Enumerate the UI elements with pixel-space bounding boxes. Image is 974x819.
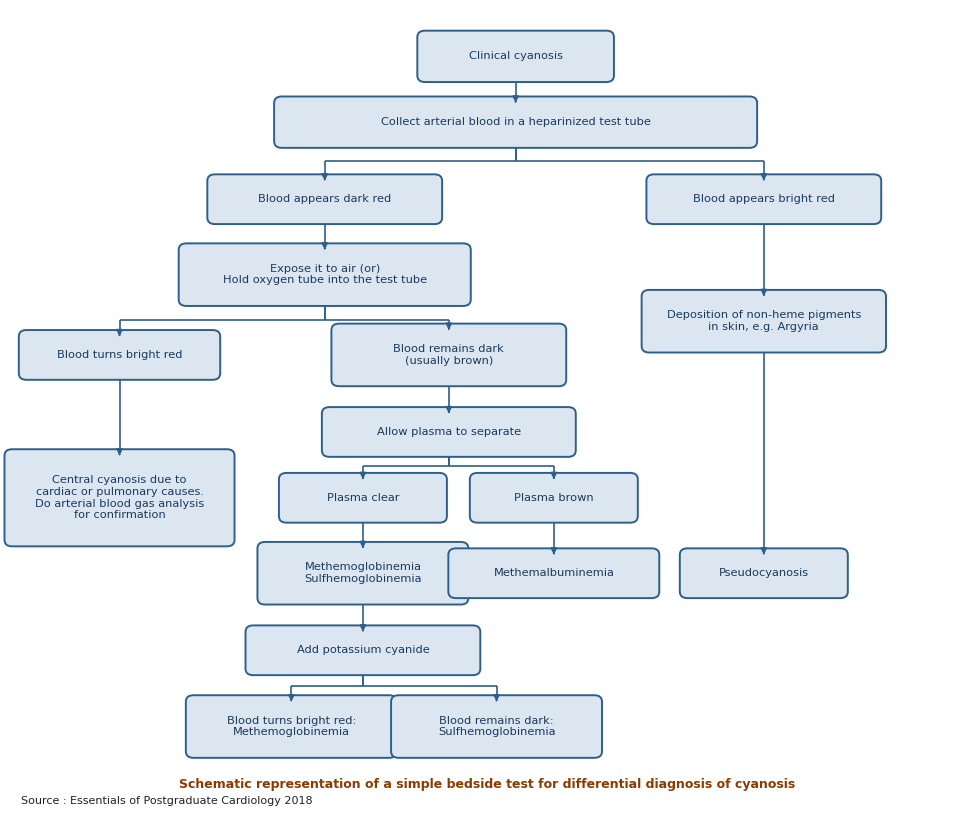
FancyBboxPatch shape xyxy=(5,450,235,546)
FancyBboxPatch shape xyxy=(321,407,576,457)
Text: Blood appears bright red: Blood appears bright red xyxy=(693,194,835,204)
FancyBboxPatch shape xyxy=(647,174,881,224)
FancyBboxPatch shape xyxy=(245,626,480,675)
FancyBboxPatch shape xyxy=(207,174,442,224)
FancyBboxPatch shape xyxy=(417,30,614,82)
Text: Blood appears dark red: Blood appears dark red xyxy=(258,194,392,204)
Text: Allow plasma to separate: Allow plasma to separate xyxy=(377,427,521,437)
Text: Methemoglobinemia
Sulfhemoglobinemia: Methemoglobinemia Sulfhemoglobinemia xyxy=(304,563,422,584)
FancyBboxPatch shape xyxy=(642,290,886,352)
FancyBboxPatch shape xyxy=(257,542,468,604)
Text: Collect arterial blood in a heparinized test tube: Collect arterial blood in a heparinized … xyxy=(381,117,651,127)
Text: Plasma brown: Plasma brown xyxy=(514,493,593,503)
Text: Blood turns bright red:
Methemoglobinemia: Blood turns bright red: Methemoglobinemi… xyxy=(227,716,356,737)
Text: Expose it to air (or)
Hold oxygen tube into the test tube: Expose it to air (or) Hold oxygen tube i… xyxy=(223,264,427,286)
Text: Source : Essentials of Postgraduate Cardiology 2018: Source : Essentials of Postgraduate Card… xyxy=(21,796,313,806)
FancyBboxPatch shape xyxy=(448,549,659,598)
FancyBboxPatch shape xyxy=(331,324,566,387)
FancyBboxPatch shape xyxy=(279,473,447,523)
FancyBboxPatch shape xyxy=(274,97,757,148)
Text: Central cyanosis due to
cardiac or pulmonary causes.
Do arterial blood gas analy: Central cyanosis due to cardiac or pulmo… xyxy=(35,475,205,520)
FancyBboxPatch shape xyxy=(392,695,602,758)
Text: Methemalbuminemia: Methemalbuminemia xyxy=(494,568,615,578)
Text: Blood turns bright red: Blood turns bright red xyxy=(56,350,182,360)
Text: Add potassium cyanide: Add potassium cyanide xyxy=(296,645,430,655)
Text: Blood remains dark
(usually brown): Blood remains dark (usually brown) xyxy=(393,344,505,366)
Text: Blood remains dark:
Sulfhemoglobinemia: Blood remains dark: Sulfhemoglobinemia xyxy=(437,716,555,737)
Text: Pseudocyanosis: Pseudocyanosis xyxy=(719,568,808,578)
FancyBboxPatch shape xyxy=(680,549,847,598)
FancyBboxPatch shape xyxy=(19,330,220,380)
FancyBboxPatch shape xyxy=(186,695,396,758)
Text: Schematic representation of a simple bedside test for differential diagnosis of : Schematic representation of a simple bed… xyxy=(179,778,795,791)
Text: Plasma clear: Plasma clear xyxy=(326,493,399,503)
Text: Deposition of non-heme pigments
in skin, e.g. Argyria: Deposition of non-heme pigments in skin,… xyxy=(666,310,861,332)
FancyBboxPatch shape xyxy=(178,243,470,306)
FancyBboxPatch shape xyxy=(469,473,638,523)
Text: Clinical cyanosis: Clinical cyanosis xyxy=(468,52,563,61)
